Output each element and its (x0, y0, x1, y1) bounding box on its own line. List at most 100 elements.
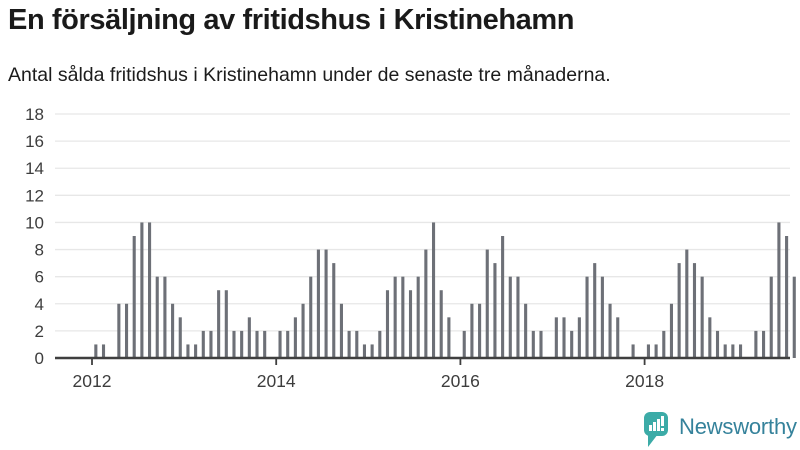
bar (393, 276, 397, 358)
bar (408, 290, 413, 358)
bar (286, 330, 290, 358)
y-axis-tick-label: 14 (25, 159, 44, 178)
bar (692, 263, 697, 358)
bar (478, 303, 482, 358)
bar (531, 330, 535, 358)
y-axis-tick-label: 18 (25, 105, 44, 124)
bar (378, 330, 382, 358)
bar (631, 344, 635, 358)
bar (163, 276, 167, 358)
bar (209, 330, 213, 358)
page-title: En försäljning av fritidshus i Kristineh… (8, 4, 575, 36)
bar (339, 303, 343, 358)
bar (155, 276, 159, 358)
bar (685, 249, 689, 358)
bar (362, 344, 367, 358)
y-axis-tick-label: 12 (25, 186, 44, 205)
bar (470, 303, 474, 358)
bar (777, 222, 781, 358)
bar (370, 344, 374, 358)
bar (263, 330, 267, 358)
bar (178, 317, 182, 358)
bar (731, 344, 735, 358)
bar (608, 303, 612, 358)
bar (194, 344, 198, 358)
y-axis-tick-label: 2 (35, 322, 44, 341)
bar (677, 263, 681, 358)
x-axis-tick-label: 2018 (625, 371, 664, 391)
bar (101, 344, 106, 358)
bar (431, 222, 436, 358)
bar (524, 303, 528, 358)
bar (324, 249, 328, 358)
bar (662, 330, 666, 358)
y-axis-tick-label: 10 (25, 213, 44, 232)
x-axis-tick-label: 2012 (73, 371, 112, 391)
bar (124, 303, 129, 358)
bar (593, 263, 597, 358)
bar (762, 330, 766, 358)
bar (508, 276, 512, 358)
newsworthy-logo: Newsworthy (643, 411, 797, 449)
x-axis-tick-label: 2014 (257, 371, 296, 391)
bar (792, 276, 796, 358)
y-axis-tick-label: 16 (25, 132, 44, 151)
bar (148, 222, 152, 358)
bar (616, 317, 620, 358)
y-axis-tick-label: 4 (35, 295, 44, 314)
bar (240, 330, 244, 358)
bar (700, 276, 704, 358)
bar (493, 263, 497, 358)
bar (416, 276, 420, 358)
bar (554, 317, 558, 358)
bar (224, 290, 228, 358)
bar (332, 263, 336, 358)
bar (646, 344, 650, 358)
bar (278, 330, 282, 358)
bar (447, 317, 451, 358)
y-axis-tick-label: 0 (35, 349, 44, 368)
bar (723, 344, 727, 358)
bar (355, 330, 359, 358)
bar (171, 303, 175, 358)
bar (539, 330, 543, 358)
bar (501, 236, 505, 358)
bar (232, 330, 236, 358)
bar (424, 249, 428, 358)
bar (738, 344, 743, 358)
bar (600, 276, 604, 358)
bar (570, 330, 574, 358)
bar (585, 276, 589, 358)
bar (385, 290, 390, 358)
bar (247, 317, 251, 358)
bar (708, 317, 712, 358)
bar (401, 276, 405, 358)
bar (293, 317, 297, 358)
bar (217, 290, 221, 358)
bar (347, 330, 351, 358)
bar (117, 303, 121, 358)
bar (715, 330, 720, 358)
newsworthy-logo-text: Newsworthy (679, 414, 797, 439)
bar (654, 344, 658, 358)
bar (255, 330, 259, 358)
bar (562, 317, 566, 358)
bar (669, 303, 674, 358)
bar (754, 330, 758, 358)
y-axis-tick-label: 6 (35, 268, 44, 287)
bar (316, 249, 320, 358)
bar (577, 317, 581, 358)
bar (140, 222, 144, 358)
bar (132, 236, 136, 358)
bar (309, 276, 313, 358)
bar (301, 303, 305, 358)
bar (769, 276, 773, 358)
bar (201, 330, 205, 358)
bar (439, 290, 443, 358)
chart-subtitle: Antal sålda fritidshus i Kristinehamn un… (8, 64, 611, 86)
bar (462, 330, 466, 358)
bar (516, 276, 520, 358)
x-axis-tick-label: 2016 (441, 371, 480, 391)
